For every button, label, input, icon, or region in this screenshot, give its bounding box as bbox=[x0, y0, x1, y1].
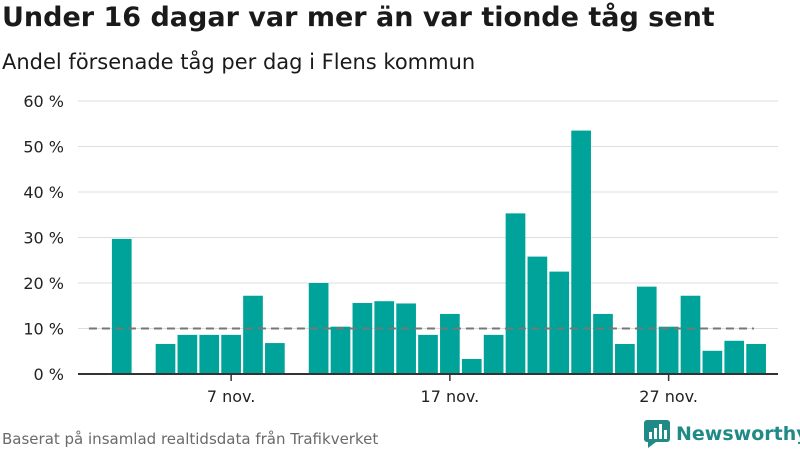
bar bbox=[396, 303, 416, 374]
bar bbox=[330, 326, 351, 374]
bar bbox=[418, 334, 438, 374]
bar bbox=[352, 303, 373, 374]
bar bbox=[221, 334, 241, 374]
bar bbox=[724, 340, 745, 374]
bar bbox=[702, 350, 723, 374]
bar bbox=[155, 343, 176, 374]
bar bbox=[636, 286, 657, 374]
bar bbox=[483, 334, 504, 374]
bar bbox=[593, 313, 613, 374]
bar bbox=[308, 283, 329, 374]
y-tick-label: 10 % bbox=[23, 320, 64, 339]
bar bbox=[461, 358, 482, 374]
x-tick-label: 27 nov. bbox=[639, 387, 698, 406]
bar bbox=[243, 295, 263, 374]
y-tick-label: 0 % bbox=[34, 365, 64, 384]
bar bbox=[440, 313, 460, 374]
chart-title: Under 16 dagar var mer än var tionde tåg… bbox=[2, 2, 715, 33]
newsworthy-logo-icon bbox=[644, 420, 670, 448]
bar bbox=[680, 295, 701, 374]
brand-logo: Newsworthy bbox=[644, 420, 800, 448]
bar bbox=[265, 343, 285, 374]
bar bbox=[549, 271, 570, 374]
x-tick-label: 17 nov. bbox=[421, 387, 480, 406]
brand-name: Newsworthy bbox=[676, 423, 800, 445]
bars bbox=[111, 130, 766, 374]
y-tick-label: 50 % bbox=[23, 138, 64, 157]
y-tick-label: 30 % bbox=[23, 229, 64, 248]
bar bbox=[177, 334, 198, 374]
axes: 0 % 10 % 20 % 30 % 40 % 50 % 60 % 7 nov. 17 nov.… bbox=[23, 92, 778, 406]
source-note: Baserat på insamlad realtidsdata från Tr… bbox=[2, 430, 379, 448]
y-tick-label: 20 % bbox=[23, 274, 64, 293]
bar bbox=[374, 301, 395, 374]
grid-lines bbox=[78, 100, 778, 329]
bar bbox=[111, 238, 132, 374]
y-tick-label: 40 % bbox=[23, 183, 64, 202]
bar bbox=[199, 334, 220, 374]
chart-subtitle: Andel försenade tåg per dag i Flens komm… bbox=[2, 50, 476, 74]
bar bbox=[615, 343, 635, 374]
bar bbox=[746, 343, 766, 374]
x-tick-label: 7 nov. bbox=[207, 387, 256, 406]
bar bbox=[527, 256, 548, 374]
bar-chart: 0 % 10 % 20 % 30 % 40 % 50 % 60 % 7 nov. 17 nov.… bbox=[23, 92, 778, 406]
bar bbox=[505, 213, 526, 374]
bar bbox=[571, 130, 591, 374]
bar bbox=[658, 326, 679, 374]
y-tick-label: 60 % bbox=[23, 92, 64, 111]
